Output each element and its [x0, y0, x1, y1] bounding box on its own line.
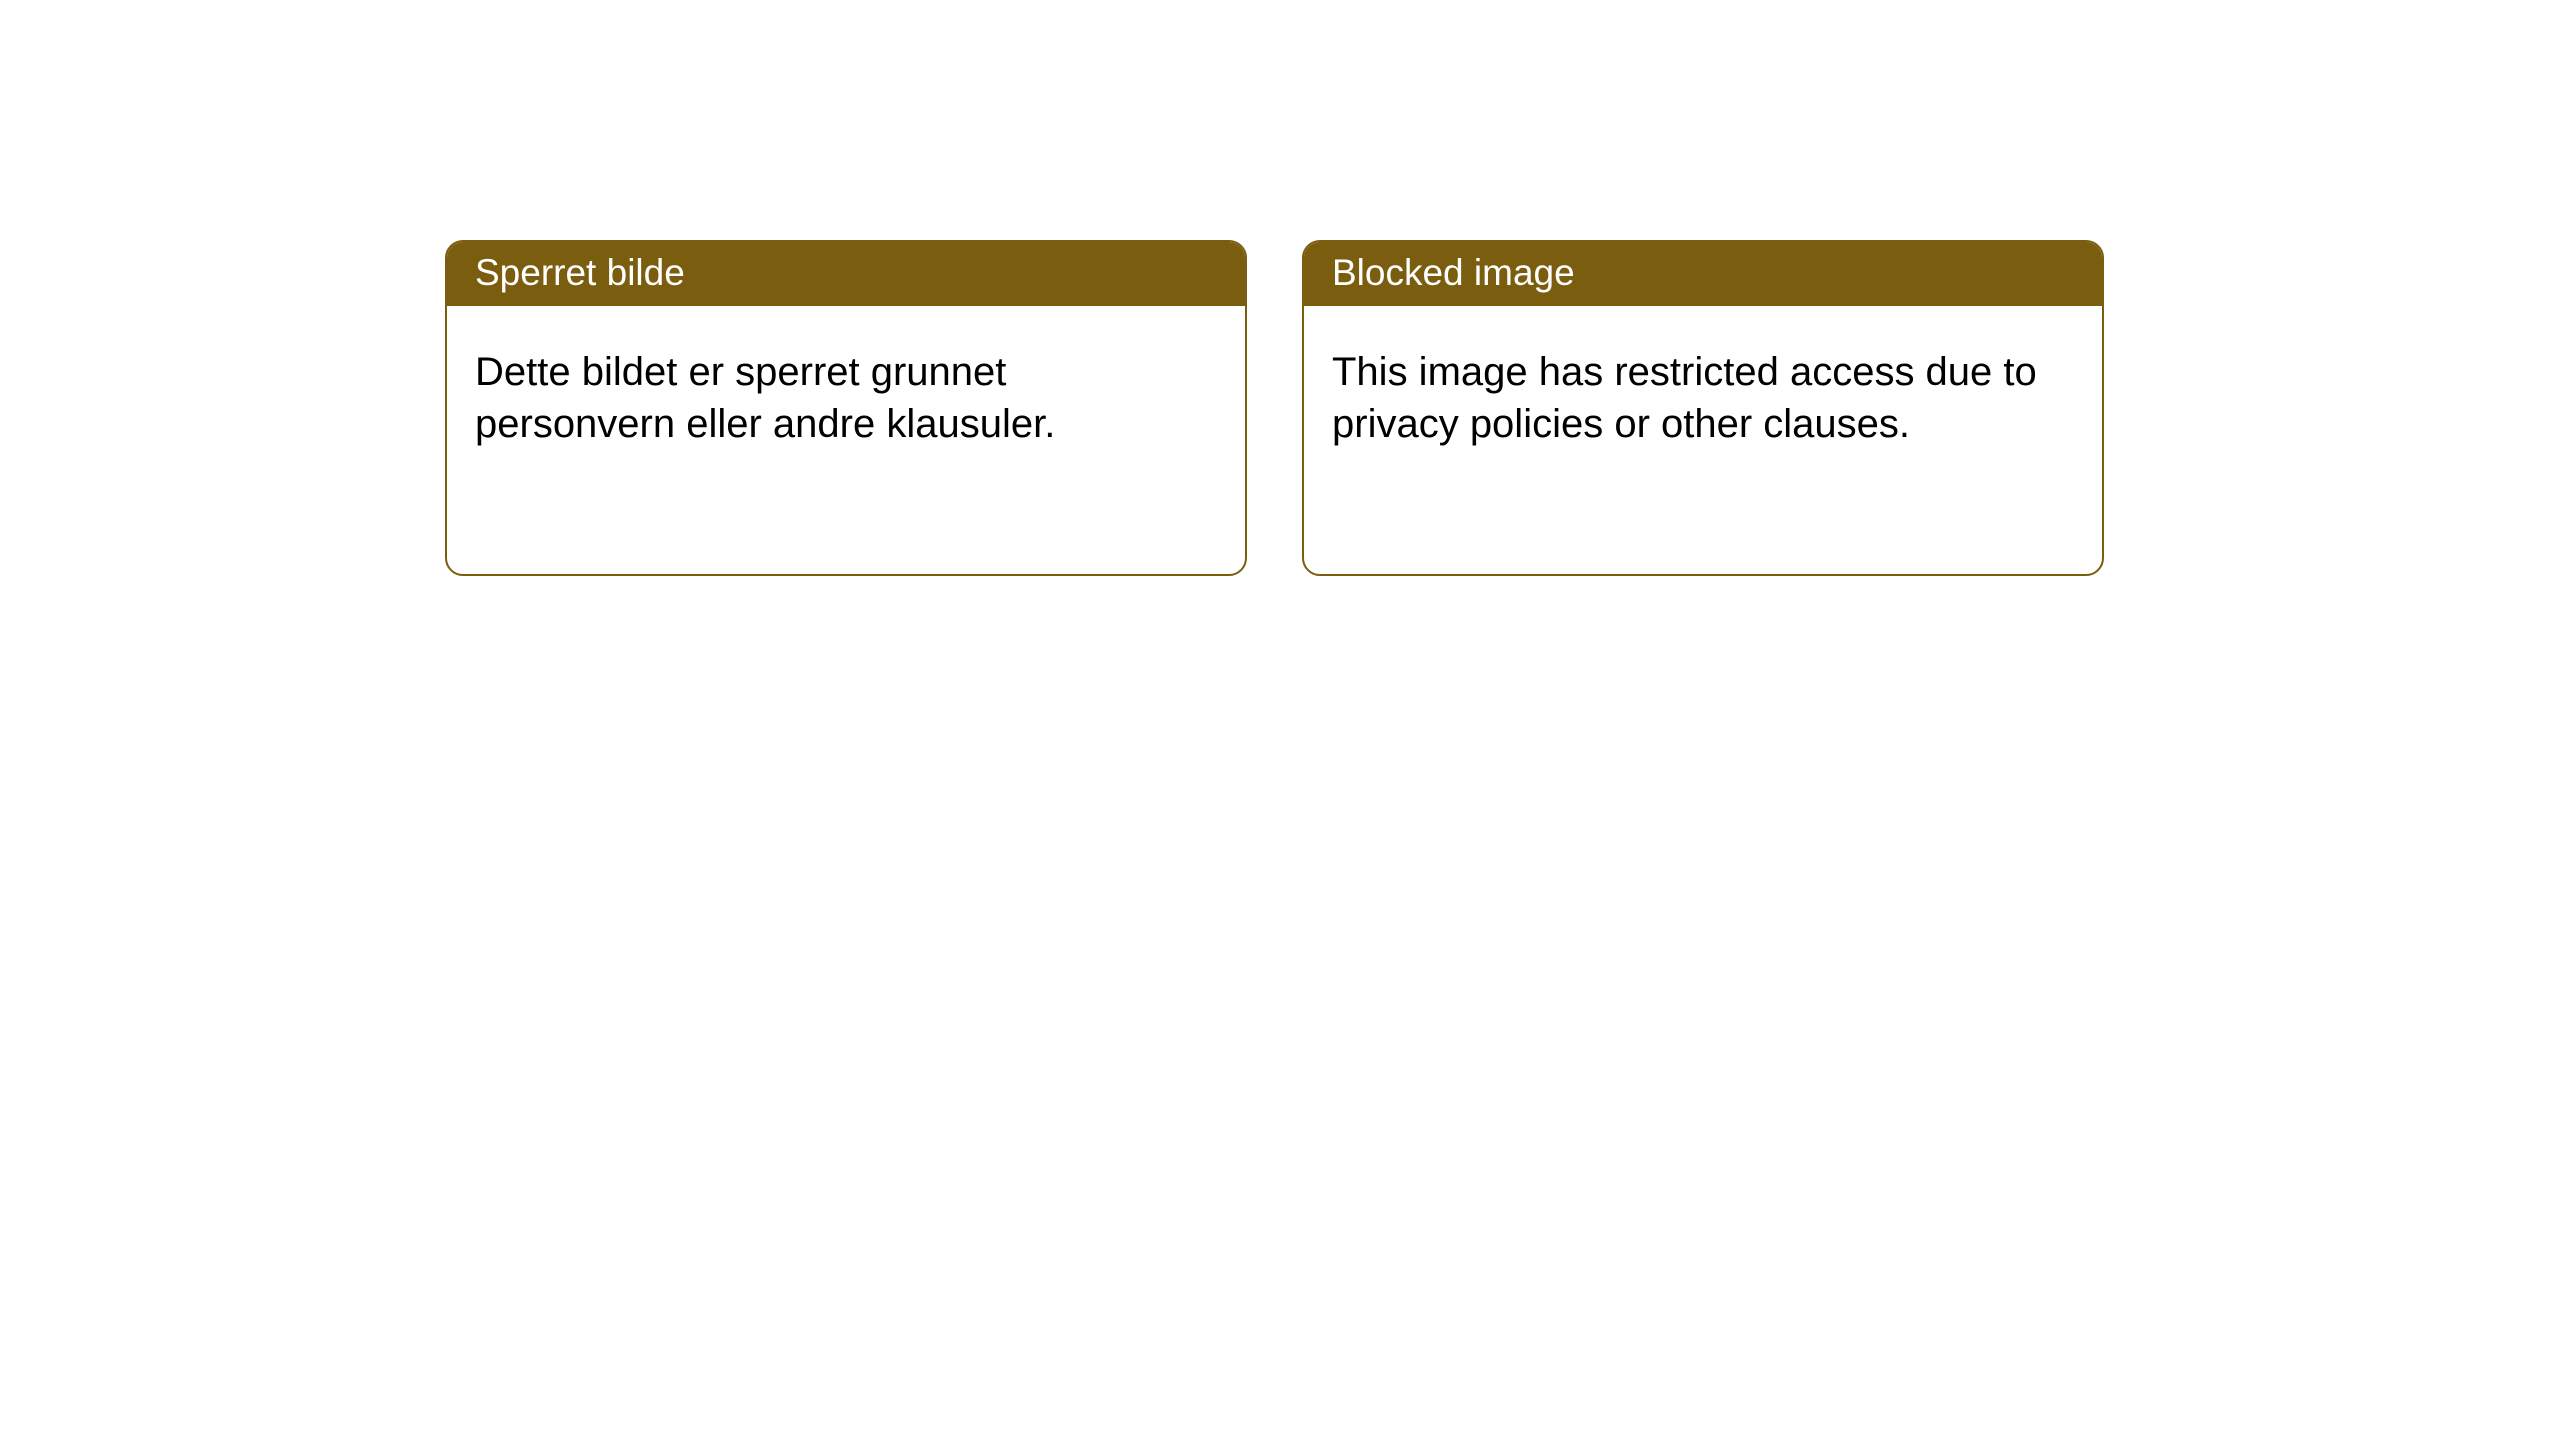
- card-body-norwegian: Dette bildet er sperret grunnet personve…: [447, 306, 1245, 478]
- card-header-english: Blocked image: [1304, 242, 2102, 306]
- cards-container: Sperret bilde Dette bildet er sperret gr…: [0, 0, 2560, 576]
- card-norwegian: Sperret bilde Dette bildet er sperret gr…: [445, 240, 1247, 576]
- card-body-english: This image has restricted access due to …: [1304, 306, 2102, 478]
- card-header-norwegian: Sperret bilde: [447, 242, 1245, 306]
- card-english: Blocked image This image has restricted …: [1302, 240, 2104, 576]
